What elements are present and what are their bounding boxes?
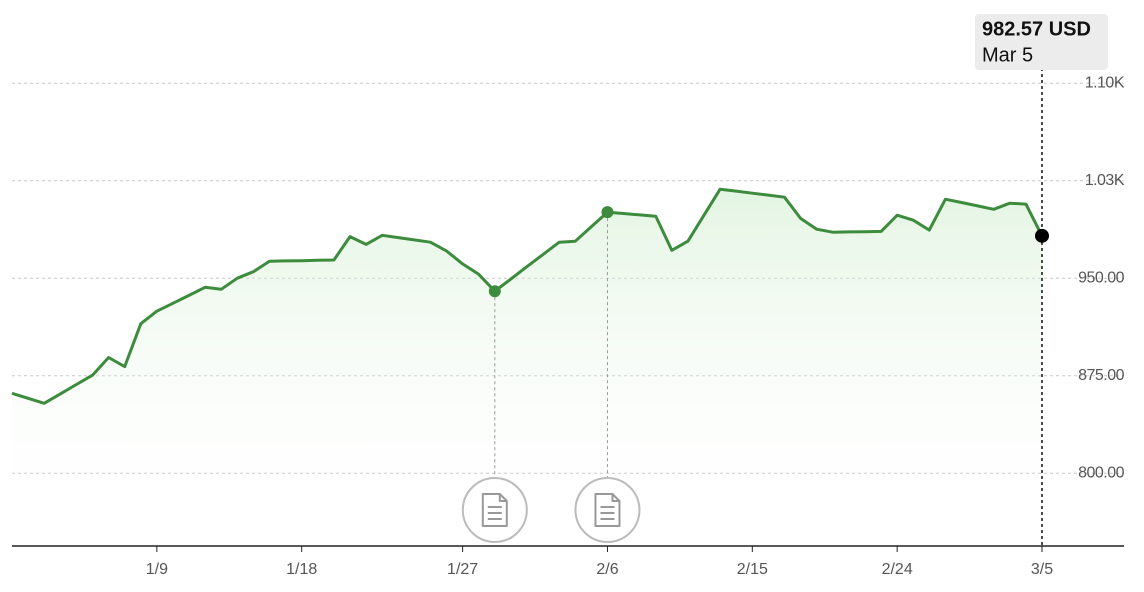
event-icon[interactable] — [461, 477, 528, 543]
event-circle — [461, 477, 528, 543]
event-point — [488, 285, 501, 298]
y-tick-label: 875.00 — [1078, 367, 1125, 384]
y-tick-label: 1.10K — [1085, 74, 1125, 91]
tooltip-date: Mar 5 — [982, 44, 1033, 66]
x-tick-label: 2/6 — [596, 561, 618, 578]
doc-icon — [594, 493, 621, 527]
tooltip-box — [975, 14, 1108, 70]
x-tick-label: 1/9 — [146, 561, 168, 578]
y-tick-label: 1.03K — [1085, 172, 1125, 189]
doc-icon — [481, 493, 508, 527]
line — [11, 187, 1044, 405]
area — [12, 189, 1042, 546]
event-point — [601, 206, 614, 219]
x-tick-label: 1/27 — [447, 561, 478, 578]
x-tick-label: 1/18 — [286, 561, 317, 578]
event-circle — [574, 477, 641, 543]
x-tick-label: 2/15 — [737, 561, 768, 578]
event-icon[interactable] — [574, 477, 641, 543]
x-tick-label: 2/24 — [882, 561, 913, 578]
hover-point — [1035, 228, 1049, 243]
y-tick-label: 800.00 — [1078, 464, 1125, 481]
x-tick-label: 3/5 — [1031, 561, 1053, 578]
tooltip-value: 982.57 USD — [982, 18, 1091, 40]
y-tick-label: 950.00 — [1078, 269, 1125, 286]
